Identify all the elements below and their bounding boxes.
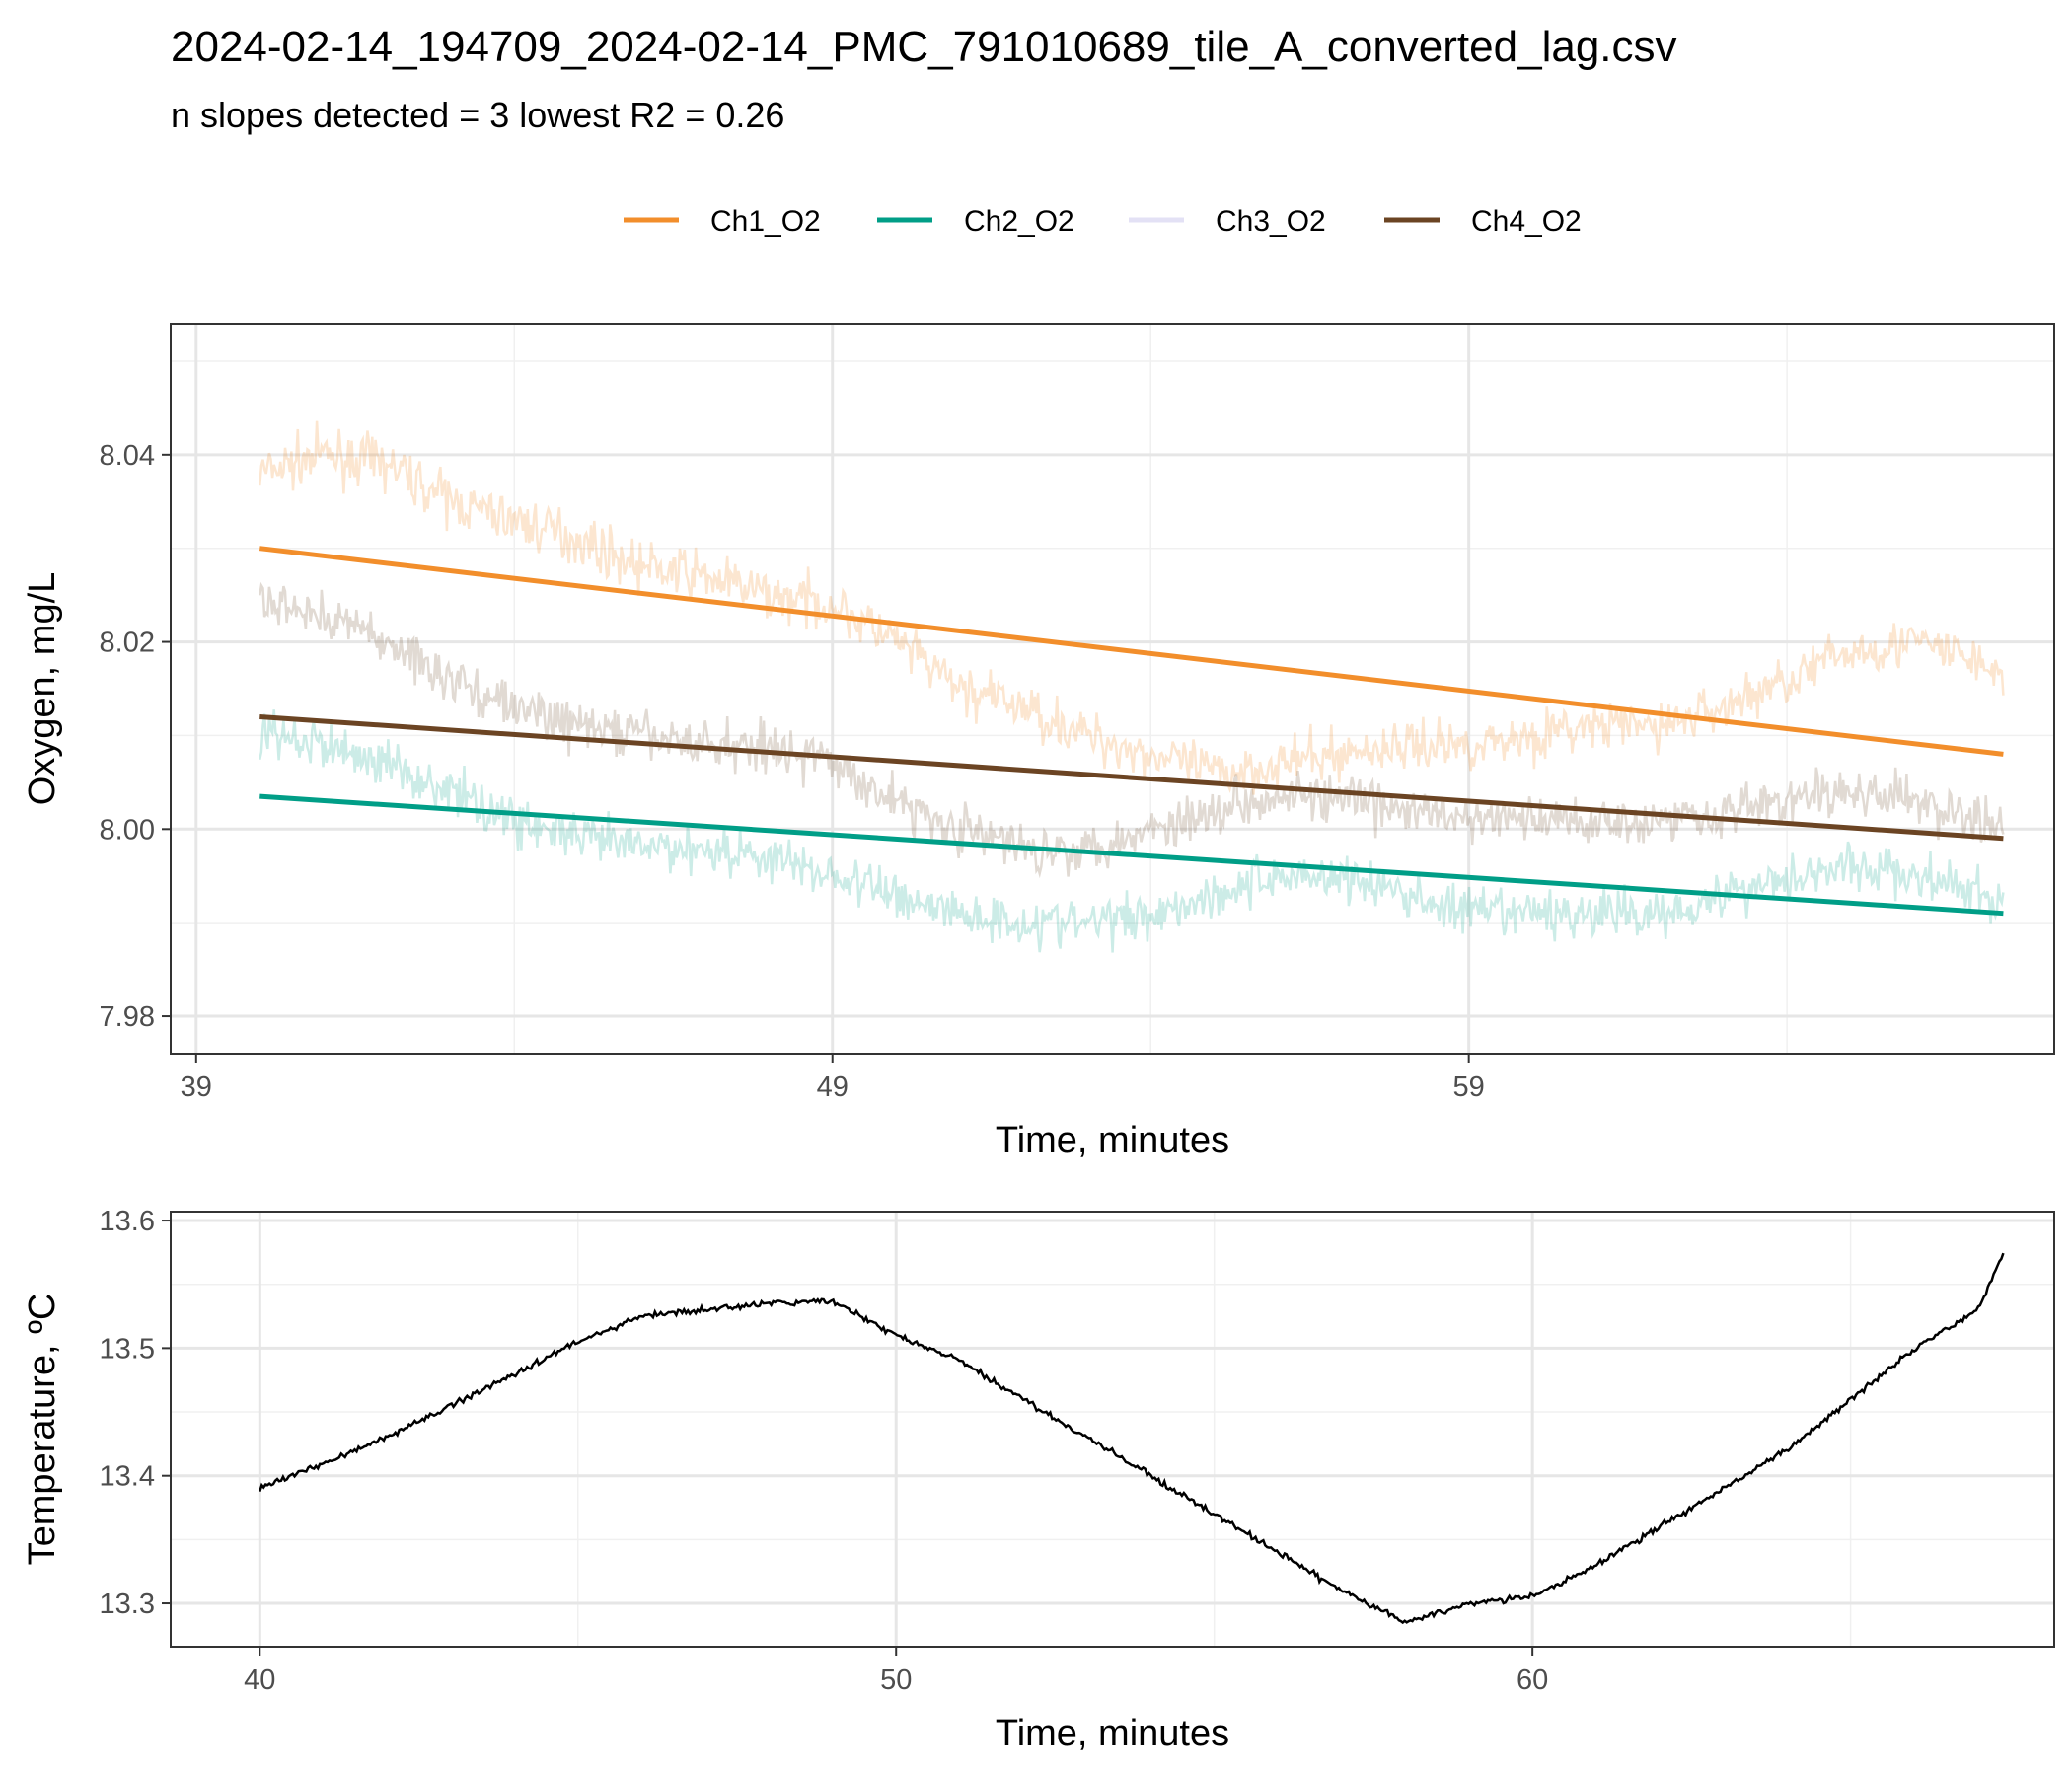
raw-trace-ch1-o2 xyxy=(259,420,2005,795)
legend-label: Ch1_O2 xyxy=(710,205,821,238)
y-tick-label: 8.04 xyxy=(100,440,155,472)
y-axis-title: Temperature, ºC xyxy=(22,1294,63,1566)
fit-line-ch2-o2 xyxy=(259,793,2004,917)
x-tick-label: 50 xyxy=(880,1665,912,1696)
panel-border xyxy=(170,1211,2055,1648)
x-axis-title: Time, minutes xyxy=(996,1713,1229,1754)
y-tick-label: 13.3 xyxy=(100,1589,155,1620)
raw-trace-ch4-o2 xyxy=(259,581,2005,879)
oxygen-panel: 39 49 59 7.98 8.00 8.02 8.04 Time, minutes Oxyge… xyxy=(22,323,2055,1161)
x-tick-label: 59 xyxy=(1453,1072,1485,1103)
y-tick-label: 13.5 xyxy=(100,1333,155,1365)
x-tick-label: 39 xyxy=(181,1072,212,1103)
x-tick-label: 60 xyxy=(1517,1665,1548,1696)
fit-line-ch4-o2 xyxy=(259,713,2004,842)
y-tick-label: 13.6 xyxy=(100,1206,155,1237)
y-tick-label: 8.02 xyxy=(100,628,155,659)
chart-title: 2024-02-14_194709_2024-02-14_PMC_7910106… xyxy=(171,23,1677,71)
legend-item-ch4-o2: Ch4_O2 xyxy=(1384,205,1582,238)
y-tick-label: 13.4 xyxy=(100,1461,155,1493)
legend-item-ch1-o2: Ch1_O2 xyxy=(624,205,821,238)
temperature-plot-area xyxy=(259,1252,2005,1625)
x-axis-title: Time, minutes xyxy=(996,1120,1229,1161)
legend: Ch1_O2 Ch2_O2 Ch3_O2 Ch4_O2 xyxy=(624,205,1582,238)
y-tick-label: 7.98 xyxy=(100,1001,155,1033)
legend-label: Ch2_O2 xyxy=(964,205,1074,238)
legend-label: Ch3_O2 xyxy=(1216,205,1326,238)
oxygen-plot-area xyxy=(259,420,2005,953)
legend-item-ch2-o2: Ch2_O2 xyxy=(877,205,1074,238)
fit-line-ch1-o2 xyxy=(259,546,2004,757)
y-axis-title: Oxygen, mg/L xyxy=(22,572,63,806)
chart-subtitle: n slopes detected = 3 lowest R2 = 0.26 xyxy=(171,95,784,135)
x-tick-label: 40 xyxy=(244,1665,275,1696)
y-tick-label: 8.00 xyxy=(100,814,155,846)
panel-border xyxy=(170,323,2055,1055)
legend-item-ch3-o2: Ch3_O2 xyxy=(1129,205,1326,238)
temperature-trace xyxy=(259,1252,2005,1625)
legend-label: Ch4_O2 xyxy=(1471,205,1582,238)
x-tick-label: 49 xyxy=(817,1072,849,1103)
temperature-panel: 40 50 60 13.3 13.4 13.5 13.6 Time, minutes Tempe… xyxy=(22,1206,2055,1754)
